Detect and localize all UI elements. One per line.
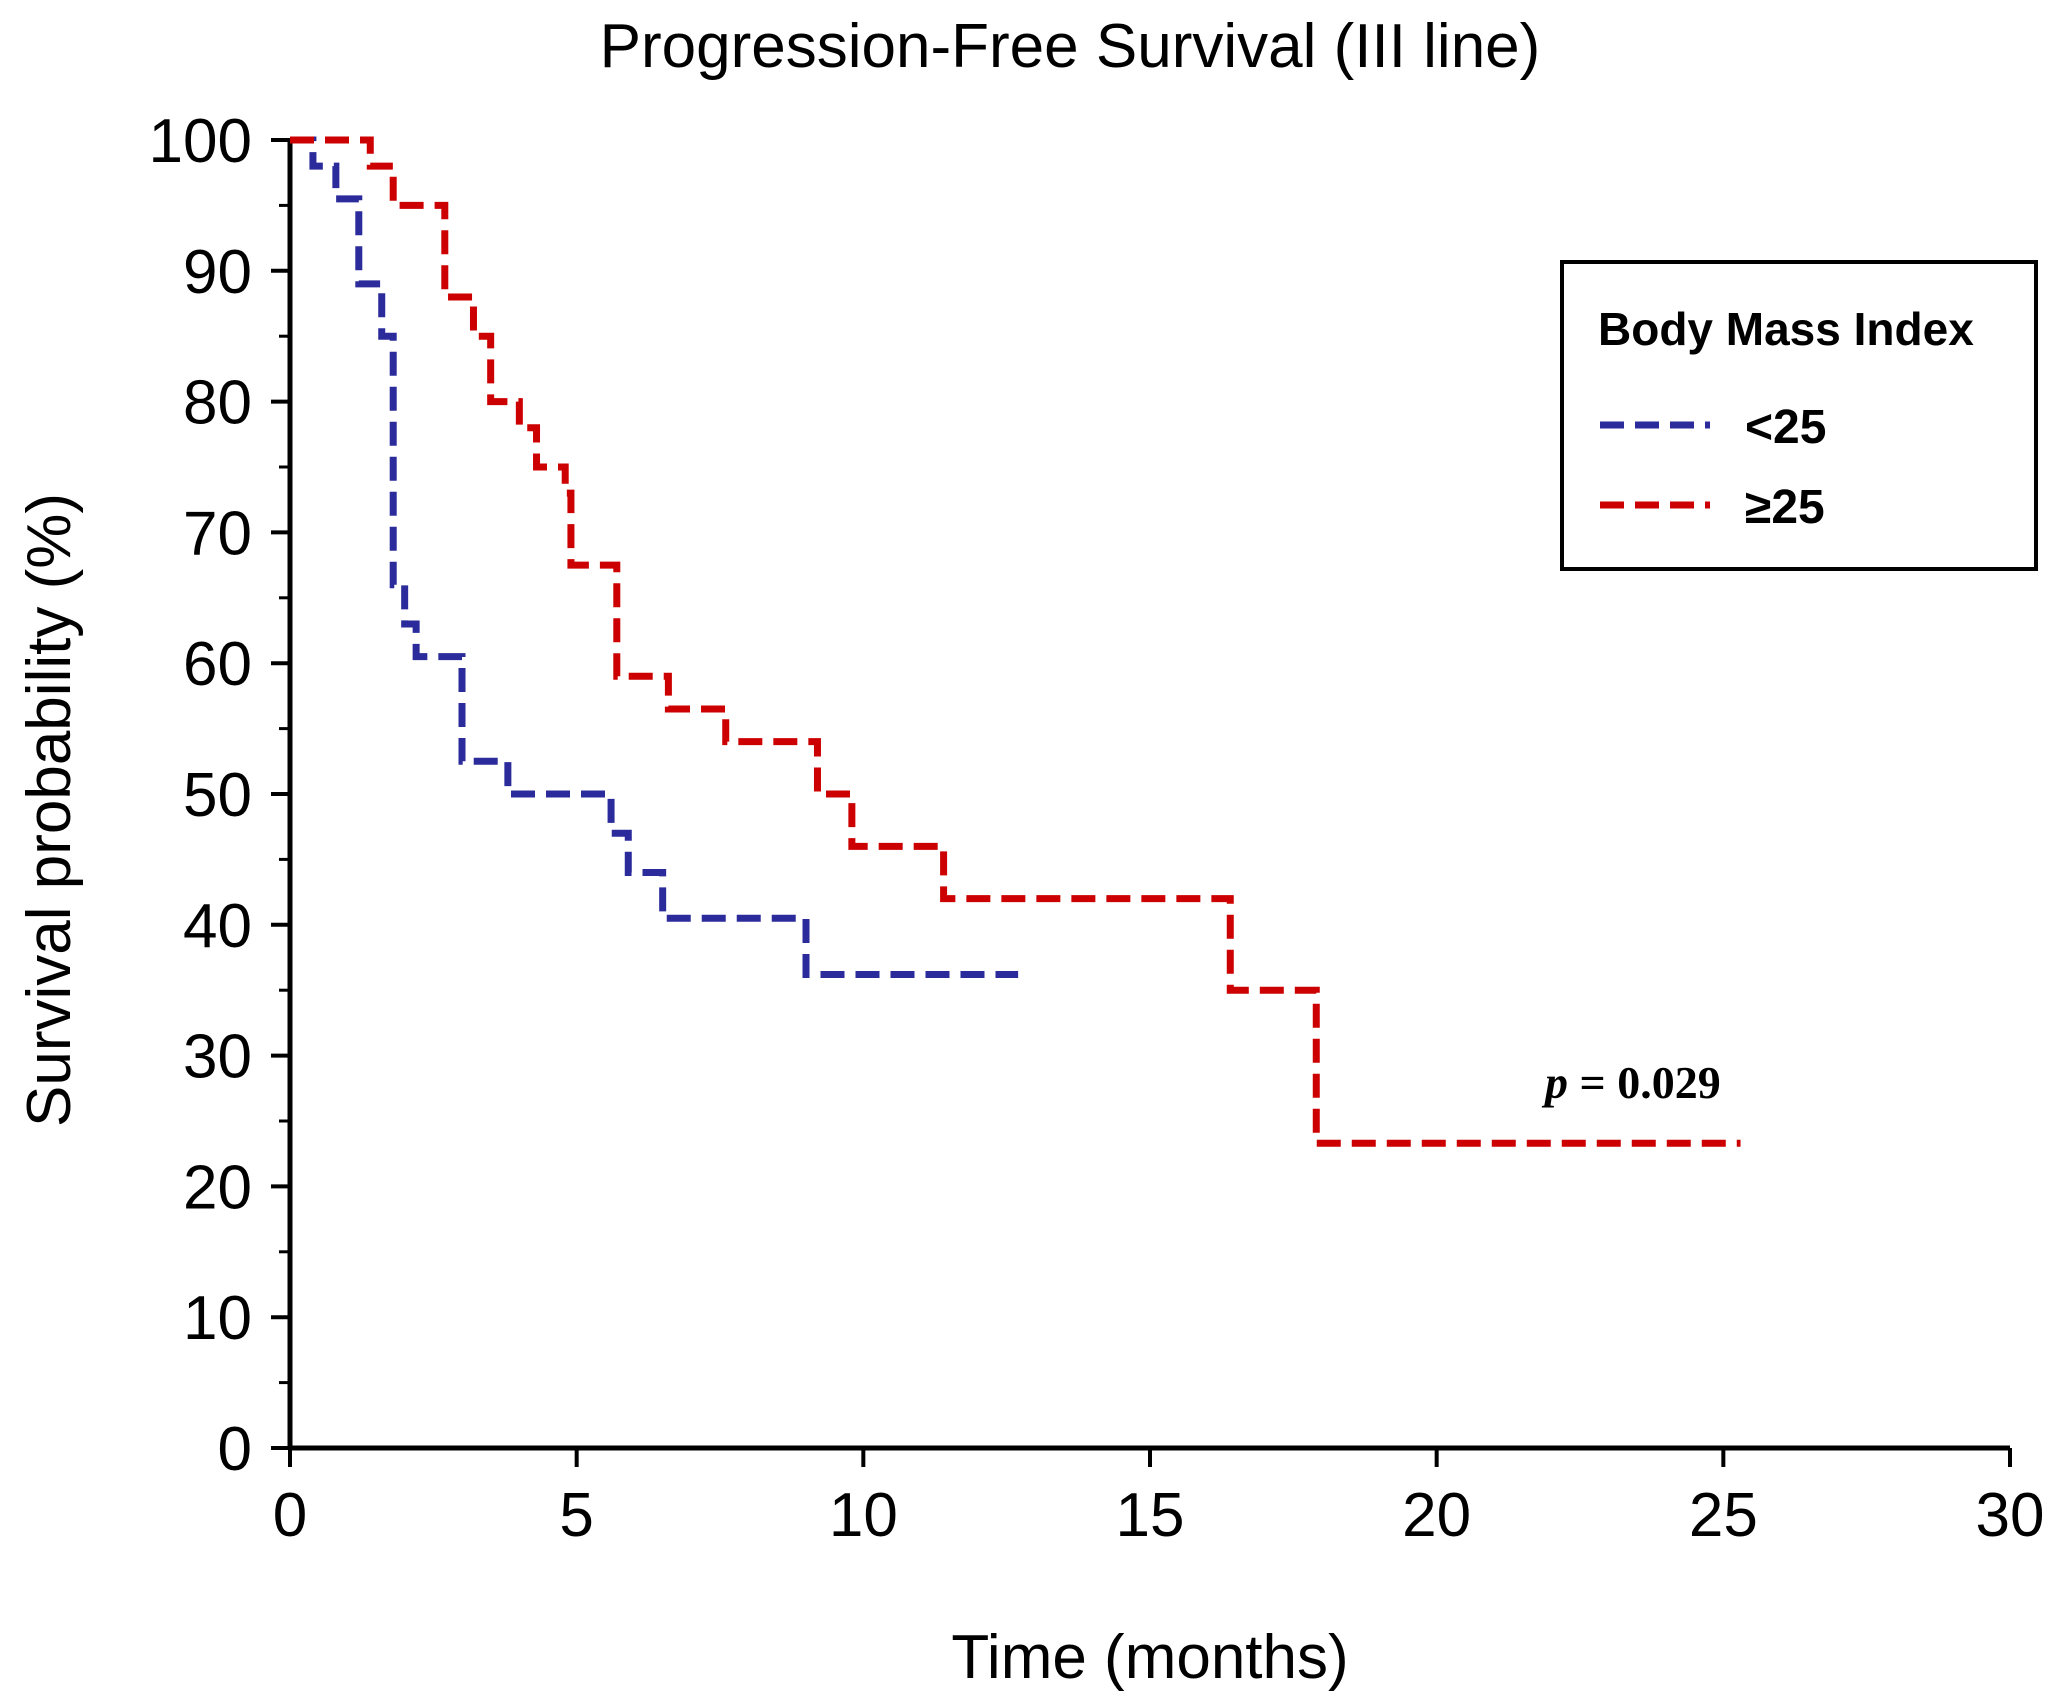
- legend-box: [1560, 260, 2038, 571]
- x-tick-label: 15: [1116, 1481, 1185, 1550]
- x-axis-label: Time (months): [951, 1623, 1348, 1692]
- y-tick-label: 20: [183, 1153, 252, 1222]
- series-group: [290, 136, 1741, 1147]
- legend-title: Body Mass Index: [1598, 303, 1974, 355]
- y-axis-label: Survival probability (%): [15, 493, 84, 1127]
- y-tick-label: 10: [183, 1284, 252, 1353]
- axes-group: 0 10 20 30 40 50 60 70 80 90 100 0 5 10 15 20 25 30: [149, 107, 2045, 1550]
- x-tick-label: 5: [559, 1481, 593, 1550]
- y-tick-label: 50: [183, 761, 252, 830]
- y-tick-label: 100: [149, 107, 252, 176]
- x-tick-label: 0: [273, 1481, 307, 1550]
- y-tick-label: 0: [218, 1415, 252, 1484]
- y-tick-label: 60: [183, 630, 252, 699]
- y-tick-label: 90: [183, 238, 252, 307]
- x-tick-label: 25: [1689, 1481, 1758, 1550]
- series-line-1: [290, 136, 1741, 1147]
- x-tick-label: 20: [1402, 1481, 1471, 1550]
- x-tick-label: 30: [1976, 1481, 2045, 1550]
- series-line-0: [290, 136, 1019, 979]
- p-value-annotation: p = 0.029: [1541, 1057, 1721, 1108]
- y-tick-label: 30: [183, 1023, 252, 1092]
- chart-title: Progression-Free Survival (III line): [600, 12, 1541, 81]
- legend-label-25-plus: ≥25: [1745, 481, 1825, 534]
- legend-label-under-25: <25: [1745, 401, 1826, 454]
- y-tick-label: 80: [183, 369, 252, 438]
- y-tick-label: 40: [183, 892, 252, 961]
- legend: Body Mass Index <25 ≥25: [1560, 260, 2038, 571]
- y-tick-label: 70: [183, 499, 252, 568]
- p-value: = 0.029: [1568, 1057, 1721, 1108]
- x-tick-label: 10: [829, 1481, 898, 1550]
- p-symbol: p: [1541, 1057, 1568, 1108]
